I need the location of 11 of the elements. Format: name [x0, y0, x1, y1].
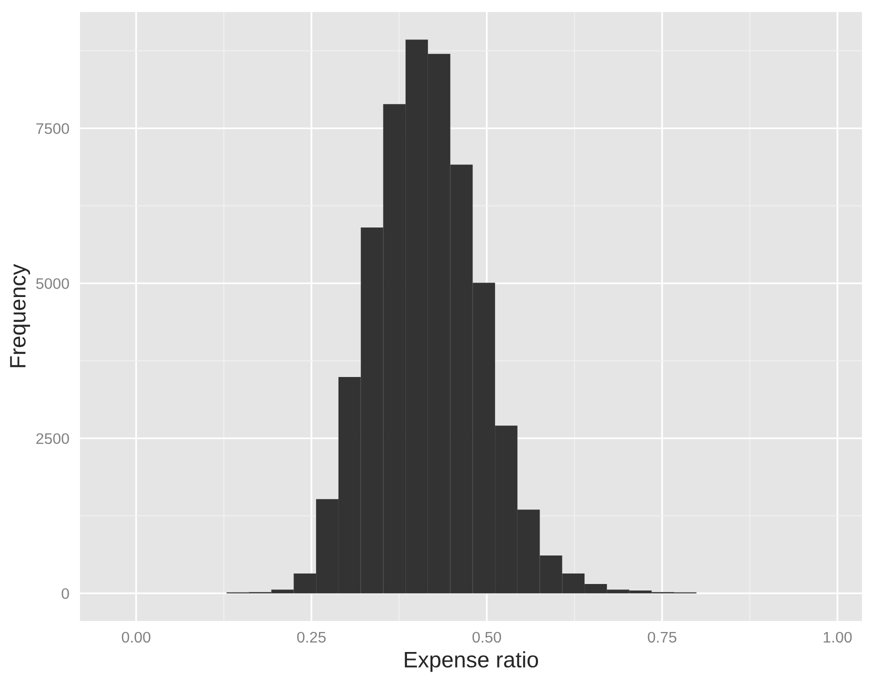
- y-axis-title: Frequency: [10, 264, 30, 368]
- y-tick-label: 5000: [36, 278, 69, 290]
- x-axis-title: Expense ratio: [404, 651, 538, 672]
- x-tick-label: 0.50: [472, 632, 502, 643]
- y-tick-label: 2500: [36, 433, 69, 444]
- x-tick-label: 1.00: [824, 632, 852, 643]
- x-tick-label: 0.25: [297, 632, 326, 643]
- x-tick-label: 0.00: [122, 632, 150, 643]
- x-tick-label: 0.75: [648, 632, 676, 643]
- y-tick-label: 0: [62, 588, 69, 600]
- y-tick-label: 7500: [36, 123, 69, 134]
